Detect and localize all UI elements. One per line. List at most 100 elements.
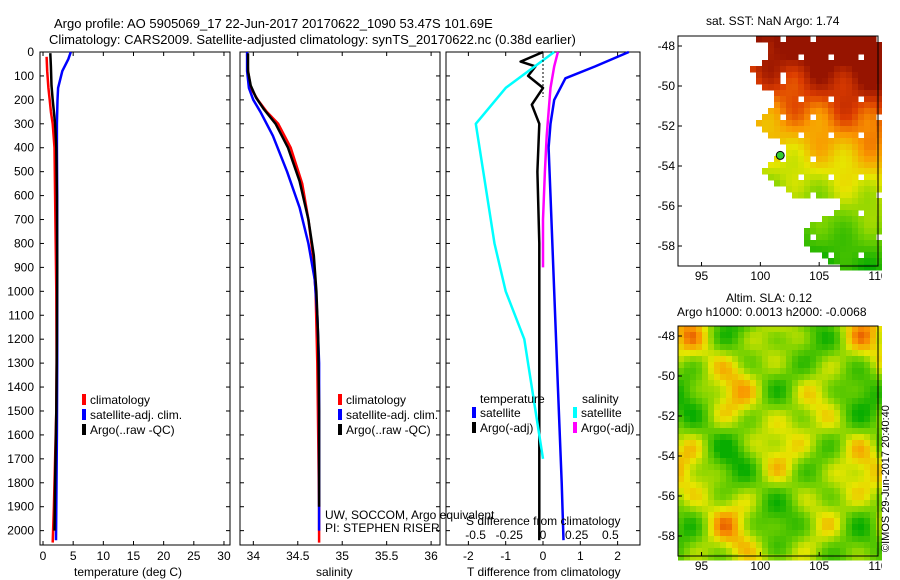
map-cell	[852, 518, 859, 525]
map-cell	[870, 326, 877, 333]
x-tick-label: 30	[217, 549, 231, 563]
map-cell	[876, 42, 882, 49]
map-cell	[768, 506, 775, 513]
map-cell	[750, 530, 757, 537]
map-cell	[834, 210, 841, 217]
map-cell	[714, 506, 721, 513]
map-cell	[738, 458, 745, 465]
map-cell	[780, 452, 787, 459]
map-cell	[810, 506, 817, 513]
map-cell	[780, 476, 787, 483]
map-cell	[720, 524, 727, 531]
map-cell	[726, 446, 733, 453]
map-cell	[840, 506, 847, 513]
map-cell	[792, 482, 799, 489]
map-cell	[852, 96, 859, 103]
map-cell	[822, 168, 829, 175]
map-cell	[750, 458, 757, 465]
map-cell	[816, 488, 823, 495]
map-cell	[804, 54, 811, 61]
map-cell	[816, 96, 823, 103]
map-cell	[858, 150, 865, 157]
map-cell	[756, 500, 763, 507]
map-cell	[726, 506, 733, 513]
map-cell	[840, 198, 847, 205]
map-cell	[756, 380, 763, 387]
map-cell	[840, 500, 847, 507]
map-cell	[690, 446, 697, 453]
map-cell	[732, 530, 739, 537]
map-cell	[852, 410, 859, 417]
map-cell	[744, 470, 751, 477]
map-cell	[822, 470, 829, 477]
legend-salinity-title: salinity	[582, 392, 619, 406]
series-line	[547, 50, 630, 541]
map-cell	[774, 350, 781, 357]
map-cell	[828, 192, 835, 199]
map-cell	[876, 344, 882, 351]
map-cell	[714, 422, 721, 429]
map-cell	[846, 452, 853, 459]
map-cell	[804, 84, 811, 91]
map-cell	[804, 362, 811, 369]
map-cell	[804, 66, 811, 73]
map-cell	[852, 500, 859, 507]
map-cell	[876, 350, 882, 357]
map-cell	[816, 362, 823, 369]
map-cell	[870, 482, 877, 489]
map-cell	[798, 60, 805, 67]
map-cell	[846, 180, 853, 187]
map-cell	[714, 374, 721, 381]
map-cell	[678, 440, 685, 447]
map-cell	[858, 186, 865, 193]
map-cell	[768, 356, 775, 363]
map-cell	[702, 422, 709, 429]
map-cell	[810, 150, 817, 157]
map-cell	[786, 470, 793, 477]
map-cell	[792, 470, 799, 477]
map-cell	[774, 416, 781, 423]
map-cell	[720, 356, 727, 363]
map-cell	[786, 102, 793, 109]
map-cell	[708, 458, 715, 465]
map-cell	[852, 60, 859, 67]
map-cell	[858, 524, 865, 531]
map-cell	[864, 204, 871, 211]
map-cell	[864, 470, 871, 477]
map-cell	[708, 500, 715, 507]
map-cell	[870, 488, 877, 495]
map-cell	[858, 494, 865, 501]
map-cell	[858, 470, 865, 477]
map-cell	[774, 422, 781, 429]
map-cell	[822, 132, 829, 139]
map-cell	[690, 458, 697, 465]
map-cell	[810, 452, 817, 459]
map-cell	[876, 156, 882, 163]
map-cell	[780, 162, 787, 169]
map-cell	[696, 482, 703, 489]
map-cell	[720, 350, 727, 357]
map-cell	[804, 488, 811, 495]
map-cell	[852, 386, 859, 393]
map-frame	[677, 325, 879, 557]
map-cell	[816, 138, 823, 145]
map-cell	[798, 48, 805, 55]
map-cell	[756, 506, 763, 513]
map-cell	[738, 440, 745, 447]
map-cell	[876, 374, 882, 381]
map-cell	[876, 554, 882, 561]
map-cell	[774, 332, 781, 339]
map-cell	[684, 350, 691, 357]
map-cell	[714, 326, 721, 333]
map-y-tick-label: -58	[658, 239, 676, 253]
map-cell	[864, 452, 871, 459]
map-cell	[792, 512, 799, 519]
map-cell	[792, 60, 799, 67]
map-cell	[768, 536, 775, 543]
map-cell	[858, 386, 865, 393]
map-cell	[714, 392, 721, 399]
map-cell	[762, 168, 769, 175]
map-cell	[822, 524, 829, 531]
map-cell	[846, 48, 853, 55]
map-y-tick-label: -52	[658, 119, 676, 133]
